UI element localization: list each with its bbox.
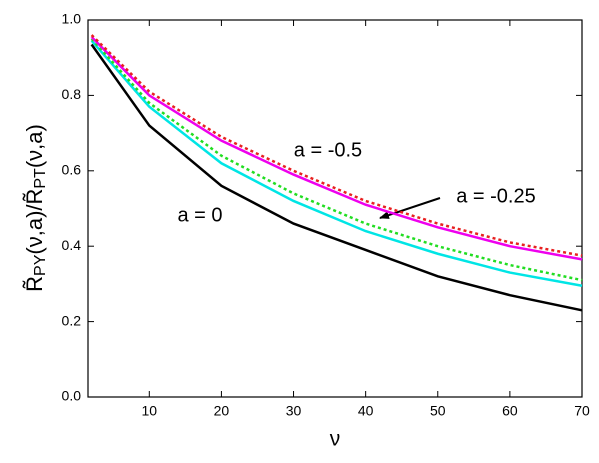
y-tick-label: 0.6 [62, 162, 82, 178]
x-tick-label: 50 [430, 403, 446, 419]
y-tick-label: 0.4 [62, 237, 82, 253]
x-tick-label: 20 [214, 403, 230, 419]
annotation: a = 0 [177, 204, 222, 226]
annotation-arrow [379, 197, 441, 219]
series-line [90, 43, 583, 312]
y-label-part: PT [32, 168, 49, 189]
x-tick-label: 60 [502, 403, 518, 419]
x-tick-label: 40 [358, 403, 374, 419]
y-tick-label: 1.0 [62, 11, 82, 27]
y-label-part: PY [32, 254, 49, 276]
x-axis-label: ν [330, 428, 341, 451]
y-tick-label: 0.8 [62, 86, 82, 102]
series-line [90, 38, 583, 282]
plot-frame [87, 19, 583, 398]
y-tick-label: 0.0 [62, 388, 82, 404]
series-line [90, 36, 583, 261]
y-label-part: (ν,a) [22, 124, 47, 168]
x-tick-label: 70 [574, 403, 590, 419]
x-tick-label: 30 [286, 403, 302, 419]
series-line [90, 34, 583, 257]
y-label-part: (ν,a)/ [22, 204, 47, 255]
y-label-part: R̃ [22, 189, 47, 205]
y-label-part: R̃ [22, 276, 47, 292]
y-axis-label: R̃PY(ν,a)/R̃PT(ν,a) [22, 124, 49, 292]
series-line [90, 39, 583, 288]
y-tick-label: 0.2 [62, 312, 82, 328]
annotation: a = -0.25 [456, 185, 536, 207]
annotation: a = -0.5 [294, 139, 362, 161]
x-tick-label: 10 [142, 403, 158, 419]
